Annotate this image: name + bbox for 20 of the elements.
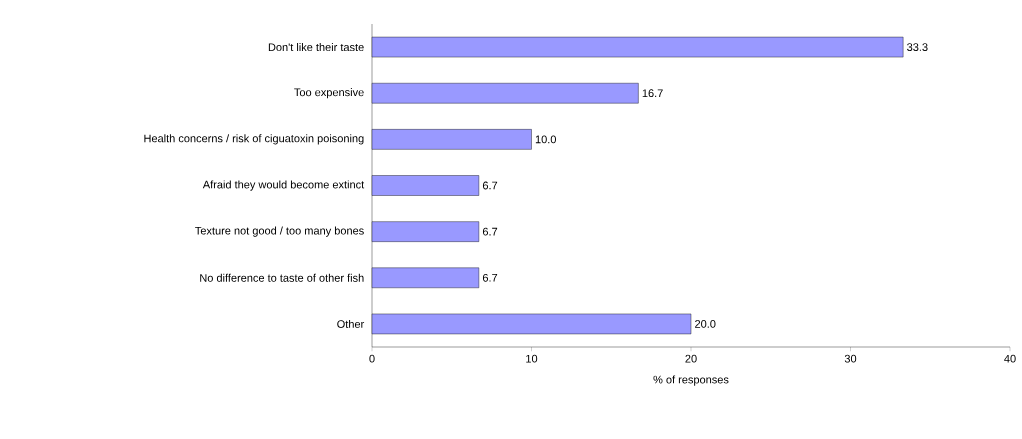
x-tick-label: 30 (844, 354, 857, 363)
x-tick-label: 0 (369, 354, 375, 363)
data-label: 20.0 (695, 320, 716, 328)
y-tick-label: Too expensive (294, 88, 364, 99)
y-tick-label: Other (337, 319, 365, 328)
y-tick-label: Health concerns / risk of ciguatoxin poisoning (144, 134, 364, 145)
y-tick-label: Don't like their taste (268, 43, 364, 52)
x-tick-label: 20 (685, 354, 697, 363)
x-tick-label: 40 (1004, 354, 1016, 363)
data-label: 6.7 (482, 273, 498, 282)
data-label: 6.7 (482, 227, 498, 236)
y-tick-label: Texture not good / too many bones (195, 226, 364, 237)
data-label: 6.7 (482, 181, 498, 190)
data-label: 10.0 (535, 135, 556, 144)
x-axis-title: % of responses (653, 375, 729, 386)
y-tick-label: No difference to taste of other fish (200, 273, 364, 282)
data-label: 16.7 (642, 89, 663, 98)
x-tick-label: 10 (526, 354, 538, 363)
y-tick-label: Afraid they would become extinct (202, 180, 365, 191)
data-label: 33.3 (907, 43, 928, 51)
